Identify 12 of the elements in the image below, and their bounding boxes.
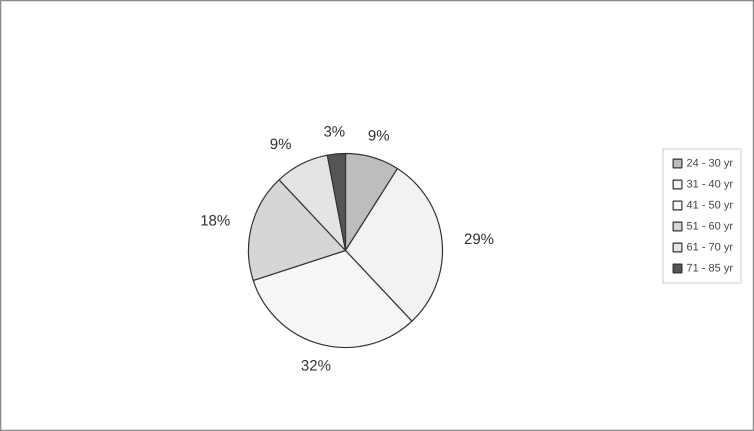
- data-label: 9%: [270, 136, 292, 153]
- data-label: 3%: [323, 124, 346, 141]
- data-label: 29%: [464, 230, 494, 248]
- legend-label: 24 - 30 yr: [686, 157, 733, 169]
- data-label: 9%: [368, 128, 390, 145]
- legend-label: 61 - 70 yr: [686, 241, 733, 253]
- legend-label: 31 - 40 yr: [686, 178, 733, 190]
- data-label: 32%: [300, 357, 331, 374]
- legend-label: 41 - 50 yr: [686, 199, 733, 211]
- data-label: 18%: [200, 212, 230, 230]
- legend-label: 71 - 85 yr: [686, 262, 733, 274]
- legend-label: 51 - 60 yr: [686, 220, 733, 232]
